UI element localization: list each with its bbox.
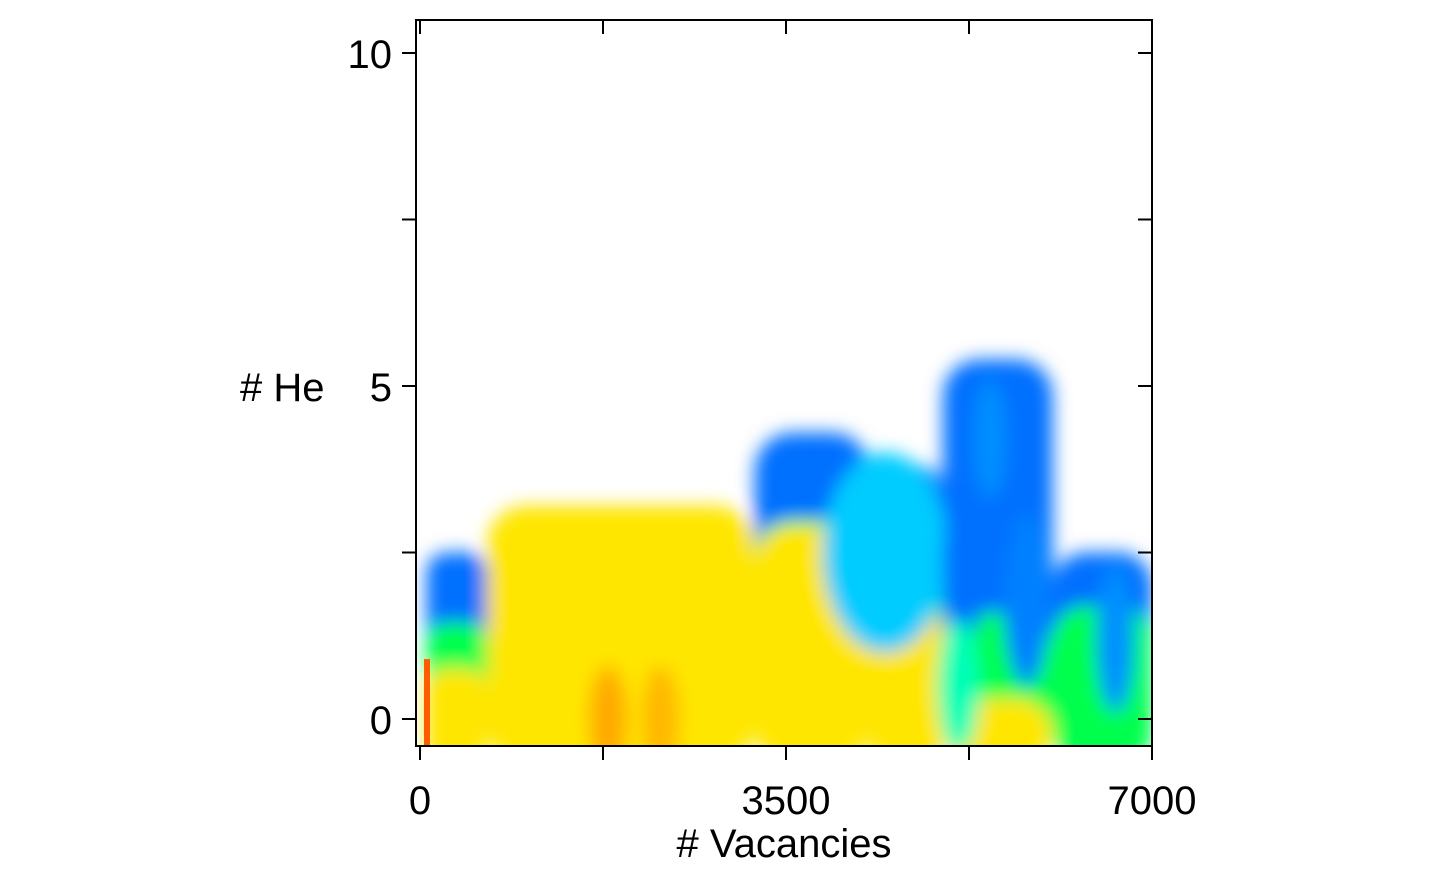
heatmap-hotspot-6 bbox=[1003, 512, 1050, 686]
heatmap-hotspot-4 bbox=[942, 485, 985, 646]
heatmap-hotspot-0 bbox=[589, 665, 628, 746]
x-tick-label-0: 0 bbox=[409, 779, 431, 823]
heatmap-surface bbox=[424, 359, 1152, 746]
x-tick-label-7000: 7000 bbox=[1108, 779, 1197, 823]
heatmap-edge-strip bbox=[424, 659, 430, 746]
x-tick-label-3500: 3500 bbox=[742, 779, 831, 823]
heatmap-hotspot-7 bbox=[1096, 565, 1135, 713]
y-axis-label: # He bbox=[240, 366, 325, 410]
plot-frame bbox=[415, 19, 1153, 747]
y-tick-label-5: 5 bbox=[370, 366, 392, 410]
heatmap-hotspot-1 bbox=[641, 665, 680, 746]
heatmap-hotspot-3 bbox=[973, 379, 1007, 500]
y-tick-label-0: 0 bbox=[370, 699, 392, 743]
y-tick-label-10: 10 bbox=[348, 33, 393, 77]
heatmap-band-0-0 bbox=[426, 669, 487, 746]
axis-ticks: 0 3500 7000 0 5 10 bbox=[348, 20, 1197, 823]
heatmap-hotspot-2 bbox=[822, 452, 949, 653]
heatmap-bands bbox=[426, 359, 1152, 746]
heatmap-band-1-0 bbox=[486, 505, 755, 746]
heatmap-hotspot-5 bbox=[937, 619, 980, 746]
x-axis-label: # Vacancies bbox=[677, 822, 892, 866]
